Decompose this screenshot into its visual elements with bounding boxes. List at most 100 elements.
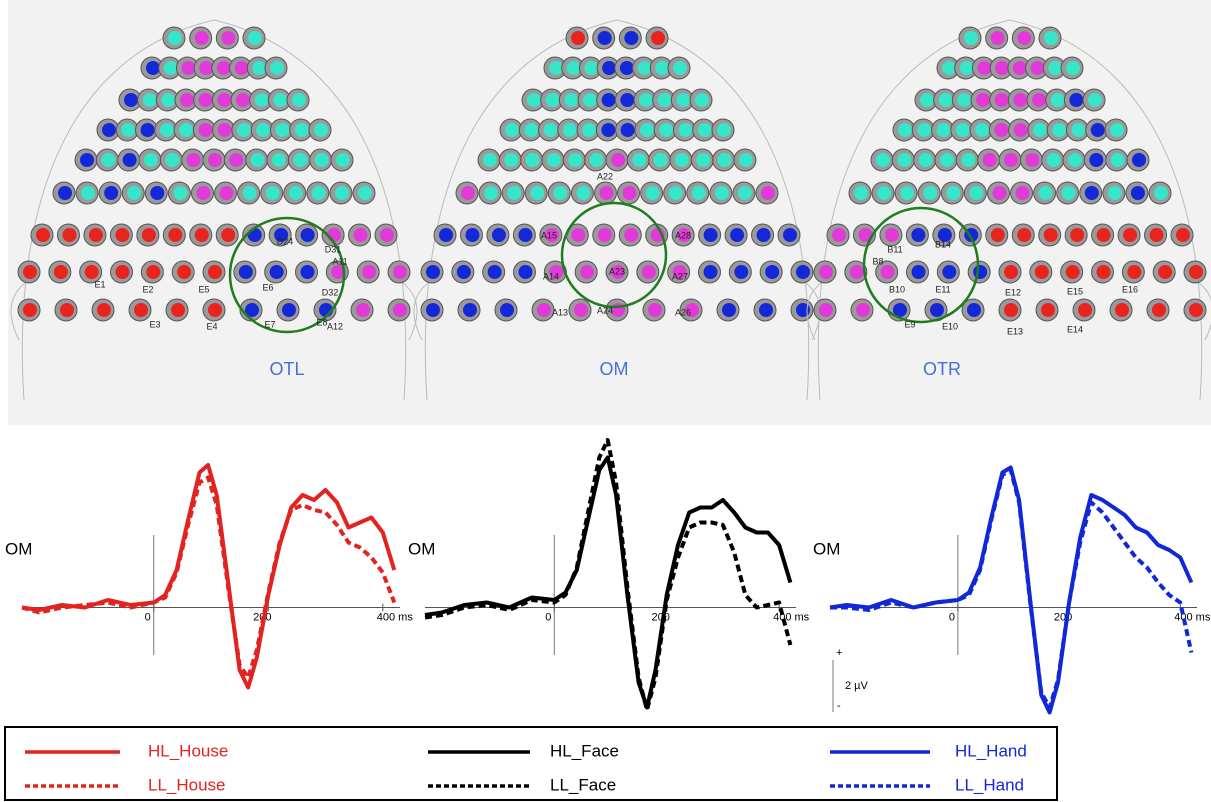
- electrode-label: A26: [675, 307, 691, 317]
- electrode-dot: [168, 31, 182, 45]
- electrode-dot: [1096, 265, 1111, 279]
- electrode-dot: [589, 153, 604, 167]
- electrode-dot: [937, 228, 952, 242]
- electrode-dot: [208, 303, 222, 317]
- electrode-dot: [597, 228, 612, 242]
- electrode-dot: [632, 153, 647, 167]
- legend-label: HL_Face: [550, 741, 619, 760]
- electrode-label: B14: [935, 239, 951, 249]
- electrode-dot: [730, 228, 745, 242]
- electrode-dot: [1149, 228, 1164, 242]
- electrode-dot: [1176, 228, 1190, 242]
- electrode-dot: [942, 265, 957, 279]
- electrode-dot: [917, 123, 932, 137]
- electrode-dot: [60, 303, 74, 317]
- electrode-dot: [181, 61, 196, 75]
- electrode-dot: [549, 265, 564, 279]
- electrode-dot: [36, 228, 50, 242]
- chart-title: OM: [5, 539, 32, 558]
- electrode-dot: [1089, 153, 1104, 167]
- region-label: OM: [600, 359, 629, 379]
- electrode-dot: [500, 303, 514, 317]
- electrode-dot: [653, 153, 668, 167]
- ear: [806, 279, 1211, 341]
- electrode-dot: [221, 228, 236, 242]
- electrode-dot: [1041, 303, 1055, 317]
- electrode-dot: [1046, 153, 1061, 167]
- x-tick-label: 0: [949, 611, 955, 623]
- electrode-dot: [269, 265, 284, 279]
- electrode-dot: [293, 153, 308, 167]
- electrode-dot: [897, 153, 912, 167]
- electrode-dot: [562, 123, 577, 137]
- electrode-dot: [691, 186, 706, 200]
- electrode-dot: [84, 265, 99, 279]
- electrode-dot: [676, 93, 691, 107]
- electrode-dot: [977, 61, 992, 75]
- electrode-label: A15: [541, 230, 557, 240]
- electrode-dot: [58, 186, 72, 200]
- electrode-dot: [938, 93, 953, 107]
- scale-bar: +2 µV-: [832, 647, 869, 712]
- electrode-dot: [336, 153, 350, 167]
- electrode-dot: [796, 303, 810, 317]
- erp-line: [424, 455, 793, 710]
- head-map: [806, 19, 1211, 401]
- electrode-dot: [80, 153, 94, 167]
- electrode-label: E12: [1005, 287, 1021, 297]
- electrode-dot: [1158, 265, 1173, 279]
- x-tick-label: 400 ms: [773, 611, 810, 623]
- electrode-dot: [491, 228, 506, 242]
- electrode-dot: [292, 93, 306, 107]
- electrode-dot: [247, 228, 262, 242]
- electrode-dot: [1012, 61, 1027, 75]
- electrode-dot: [880, 265, 895, 279]
- electrode-dot: [115, 228, 130, 242]
- electrode-dot: [582, 123, 597, 137]
- scale-label: 2 µV: [845, 680, 869, 692]
- electrode-dot: [525, 153, 540, 167]
- electrode-dot: [930, 303, 944, 317]
- electrode-dot: [568, 153, 583, 167]
- electrode-dot: [703, 228, 718, 242]
- electrode-label: A27: [672, 271, 688, 281]
- electrode-dot: [1015, 186, 1030, 200]
- electrode-dot: [819, 303, 833, 317]
- electrode-dot: [505, 123, 519, 137]
- electrode-label: E3: [149, 319, 160, 329]
- electrode-dot: [1038, 186, 1053, 200]
- electrode-label: E2: [142, 284, 153, 294]
- electrode-dot: [1044, 31, 1058, 45]
- electrode-dot: [975, 123, 990, 137]
- electrode-label: E6: [262, 282, 273, 292]
- head-outline: [817, 19, 1203, 401]
- electrode-dot: [358, 186, 372, 200]
- head-outline: [21, 19, 407, 401]
- electrode-dot: [620, 93, 635, 107]
- electrode-dot: [393, 303, 407, 317]
- electrode-dot: [1013, 93, 1028, 107]
- electrode-dot: [142, 93, 157, 107]
- electrode-dot: [353, 228, 368, 242]
- legend-label: HL_Hand: [955, 741, 1027, 760]
- electrode-dot: [1017, 31, 1032, 45]
- electrode-dot: [1043, 228, 1058, 242]
- electrode-dot: [992, 186, 1007, 200]
- electrode-dot: [695, 93, 709, 107]
- electrode-dot: [270, 61, 284, 75]
- electrode-dot: [238, 265, 253, 279]
- electrode-dot: [483, 153, 497, 167]
- electrode-dot: [461, 186, 475, 200]
- electrode-dot: [1032, 123, 1047, 137]
- electrode-dot: [194, 228, 209, 242]
- electrode-dot: [179, 123, 194, 137]
- electrode-dot: [248, 31, 262, 45]
- electrode-dot: [969, 186, 984, 200]
- electrode-dot: [601, 93, 616, 107]
- electrode-dot: [685, 303, 699, 317]
- electrode-dot: [236, 123, 251, 137]
- electrode-dot: [622, 186, 637, 200]
- electrode-dot: [655, 61, 670, 75]
- electrode-dot: [518, 265, 533, 279]
